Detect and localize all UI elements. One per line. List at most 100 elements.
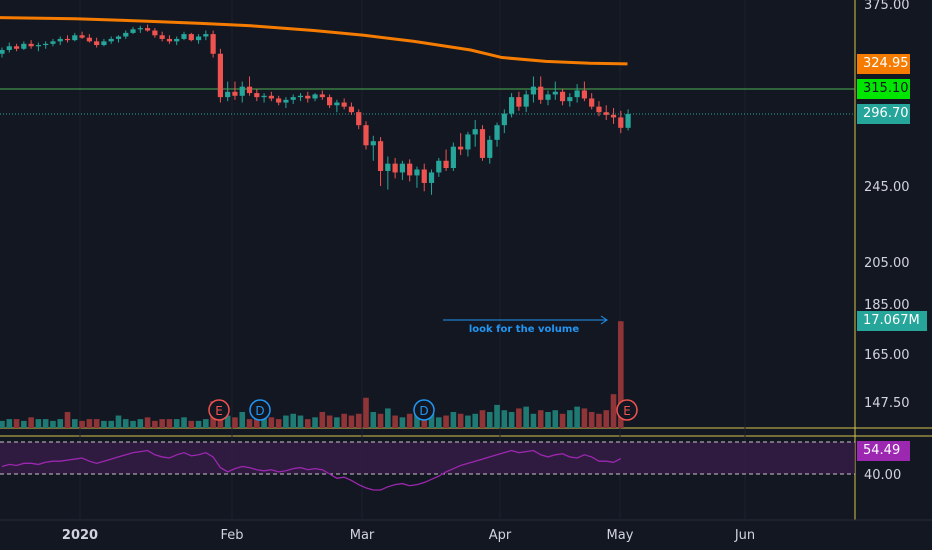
volume-bar — [603, 410, 610, 428]
candle-body — [57, 38, 63, 42]
volume-bar — [290, 413, 296, 428]
candle-body — [377, 141, 384, 171]
volume-bar — [574, 406, 580, 428]
volume-bar — [232, 417, 238, 428]
volume-bar — [392, 415, 398, 428]
volume-bar — [610, 394, 617, 428]
candle-body — [174, 38, 180, 42]
volume-bar — [508, 411, 515, 428]
event-marker-label: D — [419, 404, 428, 418]
resistance-price-tag: 315.10 — [857, 79, 910, 99]
volume-bar — [72, 419, 78, 428]
volume-bar — [50, 420, 56, 428]
candle-body — [370, 141, 376, 146]
volume-bar — [268, 417, 275, 428]
event-marker — [413, 399, 435, 421]
candle-body — [50, 41, 56, 44]
event-marker-label: E — [623, 404, 631, 418]
volume-bar — [0, 420, 5, 428]
event-marker — [208, 399, 230, 421]
candle-body — [115, 36, 122, 39]
volume-bar — [13, 419, 20, 428]
candle-body — [232, 91, 238, 96]
candle-body — [64, 38, 71, 41]
volume-bar — [108, 420, 114, 428]
volume-bar — [283, 415, 289, 428]
candle-body — [407, 163, 413, 176]
price-tick-label: 165.00 — [864, 348, 910, 363]
candle-body — [13, 46, 20, 49]
candle-body — [428, 172, 435, 183]
annotation-text: look for the volume — [469, 324, 579, 335]
volume-bar — [450, 411, 457, 428]
candle-body — [28, 43, 34, 47]
volume-bar — [377, 413, 384, 428]
moving-average-line — [0, 16, 628, 66]
volume-bar — [115, 415, 122, 428]
candle-body — [436, 160, 442, 173]
candle-body — [618, 117, 624, 128]
candle-body — [290, 97, 296, 100]
candle-body — [94, 41, 100, 46]
volume-bar — [173, 419, 180, 428]
volume-bar — [537, 410, 544, 428]
candle-body — [501, 113, 507, 126]
price-tick-label: 147.50 — [864, 396, 910, 411]
volume-bar — [530, 413, 537, 428]
candle-body — [305, 95, 311, 99]
candle-body — [86, 37, 92, 42]
candle-body — [203, 34, 209, 37]
volume-bar — [312, 417, 318, 428]
time-axis-label: Feb — [220, 528, 243, 543]
candle-body — [268, 95, 274, 99]
candle-body — [625, 114, 631, 128]
candle-body — [530, 86, 537, 95]
candle-body — [610, 114, 617, 118]
candle-body — [465, 134, 471, 150]
volume-bar — [363, 397, 369, 428]
volume-bar — [224, 415, 231, 428]
candle-body — [166, 38, 173, 42]
volume-bar — [479, 410, 486, 428]
price-tick-label: 245.00 — [864, 180, 910, 195]
volume-bar — [516, 408, 522, 428]
candle-body — [6, 46, 12, 50]
volume-bar — [21, 420, 27, 428]
volume-bar — [618, 321, 624, 428]
candle-body — [509, 97, 515, 114]
last-price-tag: 296.70 — [857, 104, 910, 124]
volume-bar — [523, 406, 529, 428]
candle-body — [348, 106, 355, 113]
candle-body — [363, 125, 369, 146]
annotation-arrow-head — [600, 315, 608, 325]
candle-body — [479, 129, 486, 158]
volume-bar — [35, 419, 42, 428]
event-marker — [616, 399, 638, 421]
volume-bar — [428, 413, 435, 428]
volume-bar — [304, 419, 311, 428]
rsi-value-tag: 54.49 — [857, 441, 910, 461]
candle-body — [385, 163, 391, 171]
candle-body — [538, 86, 544, 100]
candle-body — [101, 41, 107, 46]
volume-bar — [348, 415, 355, 428]
candle-body — [181, 34, 187, 39]
volume-bar — [217, 413, 224, 428]
time-axis-label: Jun — [734, 528, 755, 543]
volume-tag: 17.067M — [857, 311, 927, 331]
volume-bar — [42, 419, 49, 428]
volume-bar — [319, 411, 326, 428]
candle-body — [312, 94, 318, 99]
volume-bar — [261, 415, 267, 428]
candle-body — [108, 38, 114, 42]
time-axis-label: 2020 — [62, 528, 98, 543]
candle-body — [487, 139, 493, 158]
candle-body — [552, 91, 558, 95]
volume-bar — [501, 410, 508, 428]
volume-bar — [588, 411, 595, 428]
candle-body — [254, 93, 260, 98]
rsi-band — [0, 442, 855, 474]
candle-body — [421, 169, 427, 183]
